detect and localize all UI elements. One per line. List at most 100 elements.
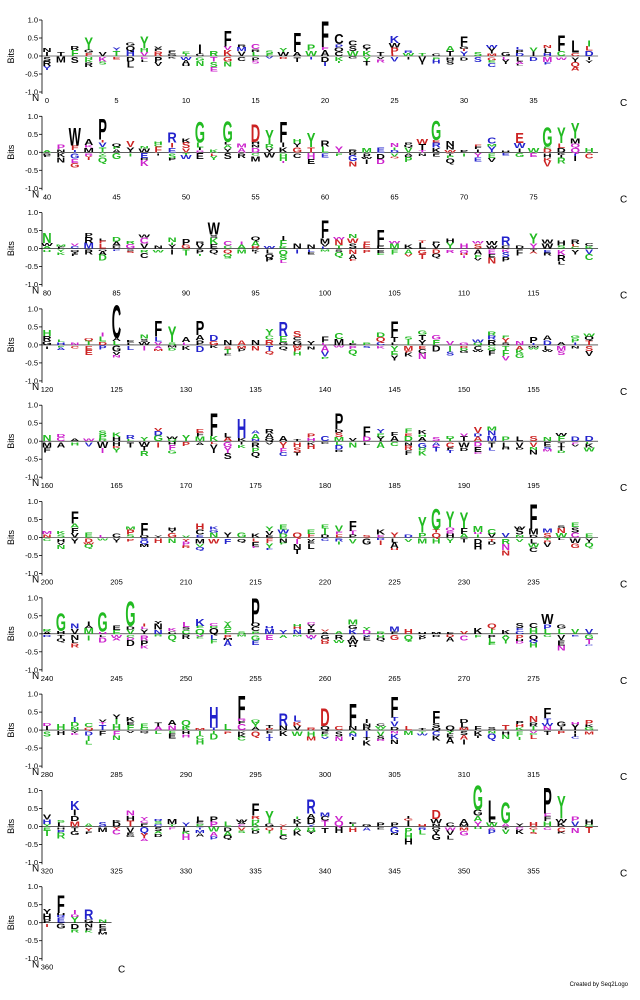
logo-letter: N xyxy=(571,345,580,349)
logo-letter: Y xyxy=(224,532,232,540)
logo-letter: A xyxy=(501,822,510,828)
logo-letter: T xyxy=(210,727,218,731)
x-tick-label: 230 xyxy=(458,578,471,587)
logo-letter: A xyxy=(84,823,93,828)
logo-letter: H xyxy=(404,628,413,636)
logo-letter: Q xyxy=(487,733,496,742)
logo-letter: Q xyxy=(84,544,93,549)
logo-letter: M xyxy=(306,829,316,832)
logo-letter: V xyxy=(71,628,79,636)
logo-letter: M xyxy=(251,155,261,163)
logo-letter: L xyxy=(502,442,509,450)
logo-letter: R xyxy=(237,44,247,48)
logo-letter: K xyxy=(84,59,93,63)
logo-letter: P xyxy=(390,46,398,55)
logo-letter: A xyxy=(223,640,232,649)
logo-letter: E xyxy=(446,733,454,739)
logo-letter: V xyxy=(237,51,246,58)
logo-letter: Q xyxy=(195,546,204,551)
logo-letter: T xyxy=(127,819,135,828)
y-tick-label: 0.0 xyxy=(28,340,38,349)
logo-letter: F xyxy=(377,534,385,538)
logo-letter: A xyxy=(279,436,289,444)
logo-letter: I xyxy=(87,157,90,160)
logo-letter: W xyxy=(305,50,317,58)
logo-letter: L xyxy=(280,259,288,264)
x-tick-label: 80 xyxy=(43,289,51,298)
logo-letter: P xyxy=(251,630,259,634)
logo-letter: N xyxy=(293,543,302,551)
logo-letter-dominant: W xyxy=(208,220,221,239)
logo-letter: Y xyxy=(571,723,579,732)
logo-letter: A xyxy=(307,813,316,820)
logo-letter: R xyxy=(265,428,274,435)
logo-letter: N xyxy=(348,733,357,738)
logo-letter: V xyxy=(502,355,511,362)
logo-letter: Q xyxy=(334,251,344,258)
logo-letter: P xyxy=(335,43,344,49)
logo-letter: T xyxy=(294,452,302,457)
logo-letter: E xyxy=(265,535,273,539)
logo-letter-dominant: F xyxy=(377,225,385,251)
logo-letter: I xyxy=(407,815,410,819)
logo-letter: N xyxy=(70,726,79,732)
y-tick-label: -0.5 xyxy=(25,647,38,656)
logo-letter-dominant: R xyxy=(306,796,315,819)
logo-letter: A xyxy=(557,341,566,346)
logo-letter: A xyxy=(320,631,330,634)
logo-letter: D xyxy=(84,538,93,545)
logo-letter: R xyxy=(70,642,79,648)
y-tick-label: 1.0 xyxy=(28,690,38,699)
x-tick-label: 20 xyxy=(321,96,329,105)
logo-letter: V xyxy=(488,533,497,539)
logo-letter-dominant: P xyxy=(335,408,344,434)
logo-letter: K xyxy=(501,629,510,635)
logo-letter: K xyxy=(168,57,178,59)
logo-letter: G xyxy=(70,831,79,836)
logo-letter: L xyxy=(127,438,135,441)
logo-letter: V xyxy=(98,719,108,723)
logo-letter: M xyxy=(334,338,345,347)
logo-letter: I xyxy=(170,142,174,149)
logo-letter: Q xyxy=(139,534,149,538)
x-tick-label: 260 xyxy=(319,674,332,683)
logo-letter: C xyxy=(571,52,580,57)
logo-letter: Y xyxy=(488,145,496,154)
logo-letter: L xyxy=(99,534,107,538)
logo-letter: E xyxy=(377,827,385,831)
logo-letter: T xyxy=(446,438,454,442)
logo-letter: C xyxy=(251,626,260,633)
logo-letter: A xyxy=(404,153,414,156)
x-tick-label: 165 xyxy=(110,481,123,490)
logo-letter: H xyxy=(182,733,191,738)
logo-letter: A xyxy=(154,726,163,732)
logo-letter: S xyxy=(349,243,357,251)
logo-letter: E xyxy=(321,730,329,734)
logo-letter: S xyxy=(571,527,580,535)
logo-letter: H xyxy=(307,437,316,443)
y-tick-label: -1.0 xyxy=(25,376,38,385)
logo-letter: P xyxy=(529,336,537,345)
logo-letter: C xyxy=(334,51,343,58)
logo-letter: L xyxy=(460,722,468,729)
logo-letter: A xyxy=(237,147,246,154)
logo-letter: R xyxy=(335,634,344,641)
logo-letter: R xyxy=(487,335,496,342)
logo-letter: V xyxy=(196,543,205,548)
logo-letter: S xyxy=(71,57,79,66)
logo-letter-dominant: Y xyxy=(557,792,566,820)
logo-letter: W xyxy=(570,538,582,545)
logo-letter: R xyxy=(140,450,150,458)
logo-letter: R xyxy=(98,438,108,442)
logo-letter-dominant: G xyxy=(223,115,233,149)
logo-letter: W xyxy=(528,345,541,347)
logo-letter: H xyxy=(196,739,205,747)
logo-letter: C xyxy=(529,547,538,554)
logo-letter: Y xyxy=(154,535,162,538)
logo-letter: P xyxy=(224,634,232,639)
logo-letter: K xyxy=(84,930,94,933)
logo-letter: V xyxy=(238,827,246,832)
logo-letter: D xyxy=(515,52,524,56)
logo-letter: F xyxy=(391,431,399,438)
logo-letter: E xyxy=(126,832,134,836)
